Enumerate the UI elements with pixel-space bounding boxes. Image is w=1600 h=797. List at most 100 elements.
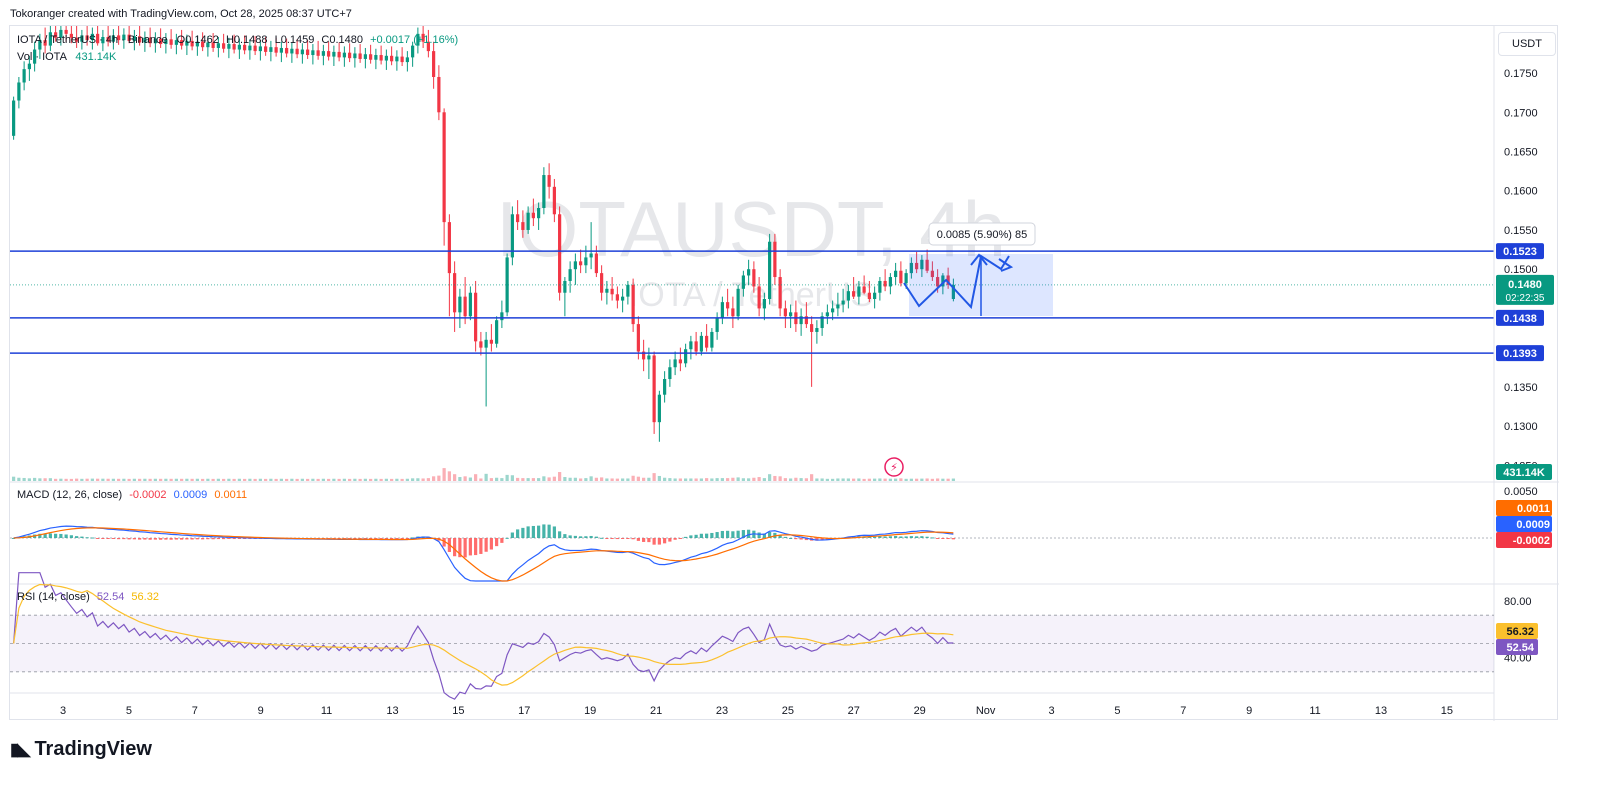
macd-histogram-bar	[600, 537, 604, 539]
volume-bar	[794, 477, 798, 481]
candle-body	[101, 36, 105, 44]
macd-histogram-bar	[568, 535, 572, 538]
volume-bar	[762, 478, 766, 481]
volume-bar	[626, 478, 630, 481]
candle-body	[626, 284, 630, 297]
volume-bar	[64, 478, 68, 481]
candle-body	[768, 241, 772, 299]
macd-histogram-bar	[920, 536, 924, 538]
volume-bar	[489, 478, 493, 481]
volume-bar	[332, 478, 336, 481]
macd-histogram-bar	[206, 538, 210, 540]
candle-body	[400, 56, 404, 63]
candle-body	[27, 63, 31, 70]
price-tick-label: 0.1550	[1504, 225, 1538, 237]
candle-body	[421, 33, 425, 42]
volume-legend-value: 431.14K	[75, 51, 117, 63]
volume-bar	[531, 478, 535, 481]
time-tick-label: 5	[1114, 705, 1120, 717]
time-tick-label: 7	[192, 705, 198, 717]
volume-bar	[195, 478, 199, 481]
price-axis[interactable]: 0.1750 0.1700 0.1650 0.1600 0.1550 0.1500 0.13…	[1496, 68, 1554, 665]
volume-layer	[12, 468, 955, 481]
candle-body	[657, 394, 661, 423]
candle-body	[579, 261, 583, 266]
chart-canvas[interactable]: IOTAUSDT, 4h IOTA / TetherUS 0.0085 (5.9…	[10, 26, 1559, 721]
volume-bar	[17, 477, 21, 481]
rsi-legend-value: 52.54	[96, 591, 125, 603]
candle-body	[820, 316, 824, 329]
candle-body	[636, 324, 640, 352]
candle-body	[573, 261, 577, 270]
macd-histogram-bar	[169, 538, 173, 540]
time-axis[interactable]: 3 5 7 9 11 13 15 17 19 21 23 25 27 29 Nov 3 5 7 9 11 13 15	[60, 705, 1453, 717]
candle-body	[243, 44, 247, 51]
macd-histogram-bar	[573, 535, 577, 538]
candle-body	[720, 302, 724, 318]
candle-body	[311, 50, 315, 56]
candle-body	[216, 43, 220, 48]
candle-body	[610, 288, 614, 295]
volume-bar	[316, 478, 320, 481]
volume-bar	[720, 478, 724, 481]
tradingview-brand[interactable]: ▮◣ TradingView	[10, 738, 152, 761]
volume-bar	[111, 478, 115, 481]
macd-histogram-bar	[458, 538, 462, 558]
volume-bar	[222, 478, 226, 481]
legend-low: L0.1459	[274, 34, 315, 46]
currency-button[interactable]: USDT	[1498, 32, 1556, 56]
alert-icon-glyph: ⚡	[890, 461, 898, 474]
volume-bar	[862, 478, 866, 481]
volume-bar	[694, 478, 698, 481]
volume-bar	[416, 478, 420, 481]
alert-icon[interactable]	[884, 457, 904, 477]
legend-symbol: IOTA / TetherUS · 4h · Binance	[17, 34, 168, 46]
price-tick-label: 0.1750	[1504, 68, 1538, 80]
volume-bar	[841, 478, 845, 481]
chart-frame[interactable]: IOTAUSDT, 4h IOTA / TetherUS 0.0085 (5.9…	[9, 25, 1559, 721]
candle-body	[647, 355, 651, 360]
candle-body	[537, 208, 541, 219]
volume-bar	[836, 478, 840, 481]
candle-body	[363, 54, 367, 59]
projection-path[interactable]	[903, 254, 1010, 310]
volume-bar	[705, 478, 709, 481]
candle-body	[668, 367, 672, 380]
macd-histogram-bar	[237, 538, 241, 539]
volume-bar	[395, 478, 399, 481]
volume-bar	[936, 478, 940, 481]
macd-histogram-bar	[689, 535, 693, 538]
volume-bar	[411, 478, 415, 481]
volume-bar	[558, 472, 562, 481]
projection-drawing[interactable]: 0.0085 (5.90%) 85	[903, 222, 1053, 316]
macd-histogram-bar	[720, 530, 724, 538]
macd-histogram-bar	[479, 538, 483, 554]
macd-histogram-bar	[799, 538, 803, 540]
macd-histogram-bar	[705, 533, 709, 538]
macd-histogram-bar	[48, 533, 52, 538]
candle-body	[894, 270, 898, 278]
volume-bar	[127, 478, 131, 481]
volume-bar	[684, 478, 688, 481]
candle-body	[416, 33, 420, 46]
macd-histogram-bar	[243, 538, 247, 539]
macd-histogram-bar	[904, 536, 908, 538]
macd-value-tag	[1496, 516, 1552, 532]
candle-body	[148, 37, 152, 44]
macd-histogram-bar	[484, 538, 488, 552]
macd-histogram-bar	[537, 525, 541, 538]
candle-body	[463, 296, 467, 317]
volume-bar	[589, 476, 593, 481]
volume-bar	[279, 478, 283, 481]
macd-histogram-bar	[59, 533, 63, 538]
level-price-label: 0.1523	[1503, 246, 1537, 258]
measure-label-box	[928, 222, 1036, 246]
symbol-legend: IOTA / TetherUS · 4h · Binance O0.1462 H…	[17, 34, 458, 46]
macd-histogram-bar	[558, 531, 562, 538]
volume-bar	[505, 474, 509, 481]
macd-histogram-bar	[153, 538, 157, 540]
volume-bar	[479, 478, 483, 481]
macd-histogram-bar	[762, 533, 766, 538]
macd-histogram-bar	[216, 538, 220, 540]
legend-close: C0.1480	[321, 34, 364, 46]
